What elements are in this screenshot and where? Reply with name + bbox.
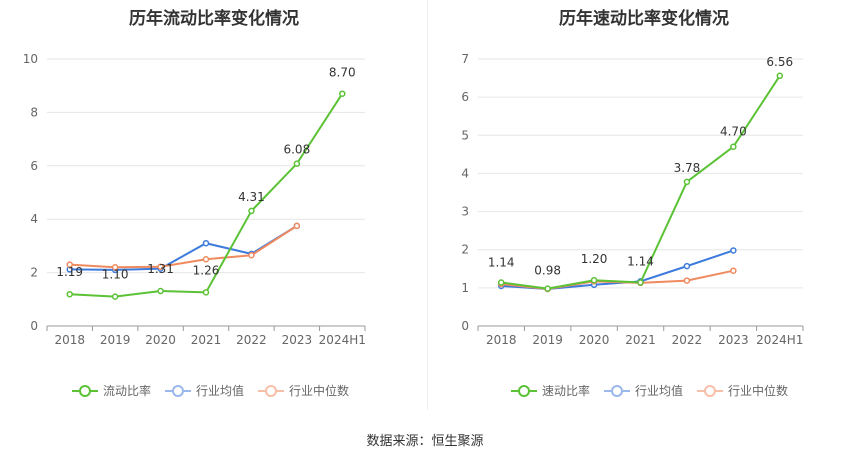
data-point <box>202 239 210 247</box>
data-point <box>293 222 301 230</box>
data-label: 0.98 <box>534 264 561 278</box>
data-point <box>202 256 210 263</box>
legend-swatch-icon <box>165 384 192 398</box>
data-label: 6.56 <box>766 55 793 69</box>
chart-divider <box>427 0 428 410</box>
y-tick-label: 7 <box>461 52 469 66</box>
x-tick-label: 2022 <box>672 333 703 347</box>
data-point <box>66 290 73 298</box>
data-point <box>637 279 644 286</box>
x-tick-label: 2018 <box>486 333 517 347</box>
x-tick-label: 2023 <box>718 333 749 347</box>
x-tick-label: 2024H1 <box>319 333 366 347</box>
legend-swatch-icon <box>604 384 631 398</box>
data-source-text: 数据来源：恒生聚源 <box>366 434 484 449</box>
data-label: 4.31 <box>238 190 265 204</box>
data-label: 1.19 <box>56 265 83 279</box>
data-label: 1.26 <box>193 263 220 277</box>
legend-swatch-icon <box>72 384 98 398</box>
y-tick-label: 10 <box>23 52 38 66</box>
x-tick-label: 2019 <box>100 333 131 347</box>
data-point <box>683 277 691 284</box>
data-label: 3.78 <box>674 161 701 175</box>
x-tick-label: 2023 <box>282 333 313 347</box>
x-tick-label: 2020 <box>579 333 610 347</box>
y-tick-label: 6 <box>461 90 469 104</box>
y-tick-label: 0 <box>30 319 38 333</box>
data-point <box>157 263 164 270</box>
left-chart-title: 历年流动比率变化情况 <box>129 9 299 29</box>
data-label: 1.31 <box>147 262 174 276</box>
legend-label: 行业中位数 <box>289 384 350 398</box>
legend-item-industry-median[interactable]: 行业中位数 <box>258 382 349 399</box>
y-tick-label: 2 <box>30 266 38 280</box>
x-tick-label: 2024H1 <box>756 333 803 347</box>
data-point <box>730 143 737 150</box>
data-label: 1.14 <box>627 255 654 269</box>
data-point <box>248 207 255 215</box>
data-point <box>111 293 119 300</box>
data-point <box>248 251 255 259</box>
legend-label: 行业均值 <box>196 384 245 398</box>
right-chart-title: 历年速动比率变化情况 <box>559 9 729 29</box>
legend-label: 行业中位数 <box>728 384 789 398</box>
y-tick-label: 0 <box>461 319 469 333</box>
data-label: 1.10 <box>102 268 129 282</box>
legend-item-industry-mean[interactable]: 行业均值 <box>165 382 244 399</box>
data-point <box>683 178 691 186</box>
data-point <box>730 247 737 254</box>
y-tick-label: 5 <box>461 128 469 142</box>
data-point <box>293 160 301 167</box>
legend-swatch-icon <box>511 384 537 398</box>
legend-label: 行业均值 <box>635 384 684 398</box>
y-tick-label: 2 <box>461 243 469 257</box>
data-point <box>730 267 737 274</box>
data-point <box>497 279 505 286</box>
data-label: 6.08 <box>283 143 310 157</box>
x-tick-label: 2021 <box>625 333 656 347</box>
data-point <box>202 289 210 296</box>
legend-item-current-ratio[interactable]: 流动比率 <box>72 382 151 399</box>
data-point <box>683 262 691 270</box>
data-point <box>157 287 164 295</box>
series-line-2 <box>69 225 298 269</box>
legend-swatch-icon <box>697 384 724 398</box>
y-tick-label: 1 <box>461 281 469 295</box>
data-point <box>111 264 119 271</box>
data-point <box>776 72 784 80</box>
data-point <box>339 90 346 97</box>
x-tick-label: 2018 <box>54 333 85 347</box>
y-tick-label: 8 <box>30 105 38 119</box>
legend-swatch-icon <box>258 384 285 398</box>
y-tick-label: 4 <box>30 212 38 226</box>
y-tick-label: 4 <box>461 166 469 180</box>
y-tick-label: 3 <box>461 205 469 219</box>
data-point <box>590 276 598 284</box>
x-tick-label: 2019 <box>532 333 563 347</box>
data-label: 8.70 <box>329 66 356 80</box>
legend-label: 流动比率 <box>103 384 152 398</box>
right-legend: 速动比率 行业均值 行业中位数 <box>511 382 788 399</box>
data-point <box>544 285 551 292</box>
legend-item-industry-median[interactable]: 行业中位数 <box>697 382 788 399</box>
data-point <box>66 261 73 268</box>
legend-item-industry-mean[interactable]: 行业均值 <box>604 382 683 399</box>
data-label: 1.20 <box>581 252 608 266</box>
data-label: 4.70 <box>720 125 747 139</box>
y-tick-label: 6 <box>30 159 38 173</box>
left-legend: 流动比率 行业均值 行业中位数 <box>72 382 349 399</box>
data-label: 1.14 <box>488 256 515 270</box>
legend-item-quick-ratio[interactable]: 速动比率 <box>511 382 590 399</box>
x-tick-label: 2021 <box>191 333 222 347</box>
x-tick-label: 2022 <box>236 333 267 347</box>
x-tick-label: 2020 <box>145 333 176 347</box>
legend-label: 速动比率 <box>542 384 591 398</box>
